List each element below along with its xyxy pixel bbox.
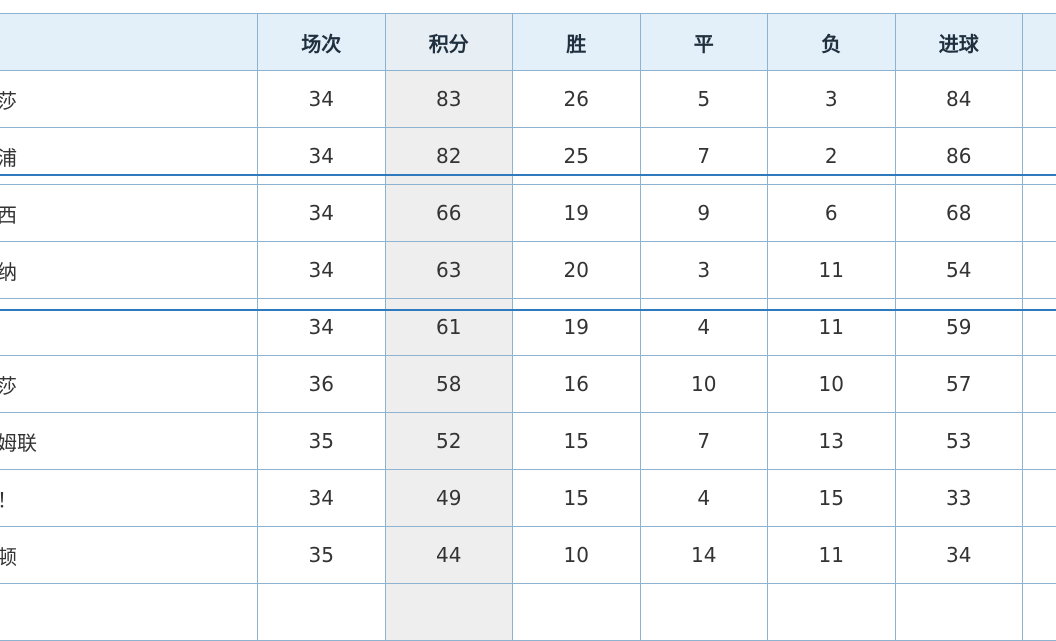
team-name [0, 299, 258, 356]
played-cell: 35 [258, 413, 386, 470]
played-cell: 36 [258, 356, 386, 413]
played-cell: 34 [258, 71, 386, 128]
won-cell [513, 584, 641, 641]
points-cell: 83 [385, 71, 513, 128]
points-cell: 61 [385, 299, 513, 356]
extra-cell [1023, 185, 1056, 242]
drawn-cell: 10 [640, 356, 768, 413]
points-cell: 49 [385, 470, 513, 527]
extra-cell [1023, 299, 1056, 356]
drawn-cell: 4 [640, 299, 768, 356]
table-row: 莎 34 83 26 5 3 84 [0, 71, 1056, 128]
points-cell: 63 [385, 242, 513, 299]
header-lost: 负 [768, 14, 896, 71]
points-cell: 66 [385, 185, 513, 242]
points-cell [385, 584, 513, 641]
drawn-cell: 4 [640, 470, 768, 527]
goals-cell: 68 [895, 185, 1023, 242]
header-team [0, 14, 258, 71]
header-points: 积分 [385, 14, 513, 71]
points-cell: 52 [385, 413, 513, 470]
goals-cell: 54 [895, 242, 1023, 299]
drawn-cell: 7 [640, 413, 768, 470]
extra-cell [1023, 71, 1056, 128]
team-name [0, 584, 258, 641]
drawn-cell: 5 [640, 71, 768, 128]
table-row: 西 34 66 19 9 6 68 [0, 185, 1056, 242]
won-cell: 16 [513, 356, 641, 413]
header-played: 场次 [258, 14, 386, 71]
team-name: 莎 [0, 71, 258, 128]
extra-cell [1023, 356, 1056, 413]
goals-cell: 53 [895, 413, 1023, 470]
lost-cell: 11 [768, 242, 896, 299]
won-cell: 20 [513, 242, 641, 299]
extra-cell [1023, 584, 1056, 641]
team-name: 姆联 [0, 413, 258, 470]
extra-cell [1023, 413, 1056, 470]
table-row: 顿 35 44 10 14 11 34 [0, 527, 1056, 584]
lost-cell [768, 584, 896, 641]
extra-cell [1023, 527, 1056, 584]
played-cell: 34 [258, 470, 386, 527]
goals-cell: 33 [895, 470, 1023, 527]
league-standings-table-container: 场次 积分 胜 平 负 进球 莎 34 83 26 5 3 84 浦 [0, 13, 1056, 641]
drawn-cell: 14 [640, 527, 768, 584]
played-cell: 34 [258, 299, 386, 356]
lost-cell: 11 [768, 527, 896, 584]
played-cell: 35 [258, 527, 386, 584]
goals-cell: 34 [895, 527, 1023, 584]
won-cell: 19 [513, 299, 641, 356]
lost-cell: 13 [768, 413, 896, 470]
table-header-row: 场次 积分 胜 平 负 进球 [0, 14, 1056, 71]
played-cell: 34 [258, 185, 386, 242]
played-cell: 34 [258, 242, 386, 299]
table-row: 纳 34 63 20 3 11 54 [0, 242, 1056, 299]
lost-cell: 15 [768, 470, 896, 527]
lost-cell: 6 [768, 185, 896, 242]
lost-cell: 3 [768, 71, 896, 128]
team-name: ！ [0, 470, 258, 527]
won-cell: 15 [513, 470, 641, 527]
drawn-cell [640, 584, 768, 641]
table-row [0, 584, 1056, 641]
points-cell: 58 [385, 356, 513, 413]
won-cell: 10 [513, 527, 641, 584]
header-won: 胜 [513, 14, 641, 71]
header-drawn: 平 [640, 14, 768, 71]
lost-cell: 10 [768, 356, 896, 413]
table-row: ！ 34 49 15 4 15 33 [0, 470, 1056, 527]
won-cell: 15 [513, 413, 641, 470]
table-row: 姆联 35 52 15 7 13 53 [0, 413, 1056, 470]
extra-cell [1023, 470, 1056, 527]
table-row: 34 61 19 4 11 59 [0, 299, 1056, 356]
lost-cell: 11 [768, 299, 896, 356]
qualification-zone-separator [0, 174, 1056, 176]
table-row: 莎 36 58 16 10 10 57 [0, 356, 1056, 413]
qualification-zone-separator [0, 309, 1056, 311]
goals-cell [895, 584, 1023, 641]
drawn-cell: 3 [640, 242, 768, 299]
won-cell: 19 [513, 185, 641, 242]
header-extra [1023, 14, 1056, 71]
team-name: 莎 [0, 356, 258, 413]
team-name: 纳 [0, 242, 258, 299]
goals-cell: 84 [895, 71, 1023, 128]
team-name: 顿 [0, 527, 258, 584]
extra-cell [1023, 242, 1056, 299]
team-name: 西 [0, 185, 258, 242]
header-goals: 进球 [895, 14, 1023, 71]
points-cell: 44 [385, 527, 513, 584]
league-standings-table: 场次 积分 胜 平 负 进球 莎 34 83 26 5 3 84 浦 [0, 13, 1056, 641]
drawn-cell: 9 [640, 185, 768, 242]
goals-cell: 57 [895, 356, 1023, 413]
played-cell [258, 584, 386, 641]
won-cell: 26 [513, 71, 641, 128]
goals-cell: 59 [895, 299, 1023, 356]
